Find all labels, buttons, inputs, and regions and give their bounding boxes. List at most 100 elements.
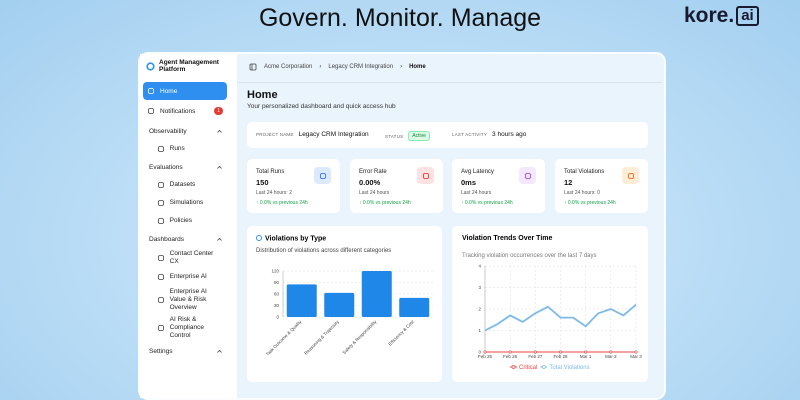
bar: [286, 284, 317, 317]
point: [483, 350, 487, 354]
section-label: Settings: [149, 347, 173, 355]
point: [634, 350, 638, 354]
section-heading[interactable]: Dashboards: [143, 230, 227, 248]
stat-card: Total Runs 150 Last 24 hours: 2 ↑ 0.0% vs p…: [247, 159, 340, 213]
stat-title: Error Rate: [359, 169, 387, 175]
bar-card: Violations by Type Distribution of violat…: [247, 226, 442, 382]
icon-shape: [319, 172, 326, 179]
icon: [158, 200, 164, 206]
sidebar-toggle[interactable]: [249, 63, 257, 71]
brand: Agent Management Platform: [146, 59, 231, 73]
legend-label: Critical: [519, 365, 537, 371]
chevron-shape: [217, 129, 222, 133]
x-tick-label: Safety & Responsibility: [341, 319, 378, 356]
y-tick-label: 120: [271, 269, 279, 274]
stat-value: 12: [564, 178, 573, 187]
brand-icon: [146, 61, 155, 71]
nav-label: AI Risk & Compliance Control: [169, 316, 204, 339]
field-value: Legacy CRM Integration: [298, 131, 369, 138]
series-line: [484, 304, 637, 332]
stat-change: ↑ 0.0% vs previous 24h: [461, 200, 513, 206]
stat-change: ↑ 0.0% vs previous 24h: [359, 200, 411, 206]
settings[interactable]: Settings: [143, 342, 227, 360]
crumb[interactable]: Acme Corporation: [264, 64, 313, 70]
stat-icon: [519, 167, 536, 184]
nav-item[interactable]: Contact Center CX: [143, 248, 227, 268]
y-tick-label: 0: [478, 350, 481, 355]
stat-change: ↑ 0.0% vs previous 24h: [256, 200, 308, 206]
stat-value: 0.00%: [359, 178, 381, 187]
icon: [158, 146, 164, 152]
y-tick-label: 4: [478, 264, 481, 269]
nav-item[interactable]: Datasets: [143, 176, 227, 194]
logo-badge: ai: [736, 6, 759, 26]
icon: [158, 297, 164, 303]
legend-dot: [511, 365, 516, 369]
section-heading[interactable]: Evaluations: [143, 158, 227, 176]
title-icon: [256, 235, 262, 241]
stat-icon: [417, 167, 434, 184]
x-tick-label: Efficiency & Cost: [387, 319, 415, 347]
project-bar: [247, 122, 648, 148]
stat-period: Last 24 hours: [461, 190, 492, 196]
icon-shape: [148, 108, 154, 114]
point: [508, 350, 512, 354]
icon: [148, 108, 154, 114]
field-label: PROJECT NAME: [256, 132, 294, 137]
point: [533, 350, 537, 354]
chevron-shape: [217, 237, 222, 241]
icon: [524, 172, 531, 179]
logo-text: kore.: [684, 4, 735, 27]
x-tick-label: Task Outcome & Quality: [265, 319, 303, 357]
line-chart: Violation Trends Over Time Tracking viola…: [462, 235, 642, 371]
stat-value: 0ms: [461, 178, 477, 187]
point: [558, 350, 563, 354]
x-tick-label: Feb 28: [553, 354, 568, 359]
section-label: Evaluations: [149, 163, 183, 171]
icon-shape: [627, 172, 634, 179]
icon-shape: [158, 218, 164, 224]
nav-label: Home: [160, 87, 178, 95]
nav-badge: 1: [214, 107, 223, 115]
bar-chart: Violations by Type Distribution of violat…: [256, 235, 433, 357]
stat-card: Avg Latency 0ms Last 24 hours ↑ 0.0% vs pre…: [452, 159, 545, 213]
crumb-sep: ›: [400, 64, 403, 70]
icon-shape: [158, 297, 164, 303]
icon-shape: [158, 200, 164, 206]
nav-label: Simulations: [169, 199, 204, 206]
icon: [319, 172, 326, 179]
chevron: [217, 237, 222, 241]
icon-shape: [422, 172, 429, 179]
chevron-shape: [217, 349, 222, 353]
crumb[interactable]: Legacy CRM Integration: [328, 64, 394, 70]
x-tick-label: Mar 1: [580, 354, 592, 359]
stat-period: Last 24 hours: [359, 190, 390, 196]
nav-label: Contact Center CX: [169, 250, 214, 265]
nav-item[interactable]: Enterprise AI: [143, 268, 227, 286]
icon: [148, 88, 154, 94]
chevron-shape: [217, 165, 222, 169]
nav-item[interactable]: Policies: [143, 212, 227, 230]
nav-item[interactable]: Notifications 1: [143, 102, 227, 120]
nav-item[interactable]: Runs: [143, 140, 227, 158]
icon: [158, 218, 164, 224]
nav: Home Notifications 1 Observability Runs Evalu…: [143, 82, 227, 360]
x-tick-label: Reasoning & Trajectory: [303, 319, 340, 356]
bar: [324, 292, 355, 317]
nav-item[interactable]: Enterprise AI Value & Risk Overview: [143, 286, 227, 314]
icon-shape: [158, 274, 164, 280]
nav-item[interactable]: AI Risk & Compliance Control: [143, 314, 227, 342]
nav-item[interactable]: Home: [143, 82, 227, 100]
icon-shape: [158, 182, 164, 188]
y-tick-label: 0: [276, 315, 279, 320]
project-field: LAST ACTIVITY 3 hours ago: [452, 131, 526, 138]
stat-title: Total Violations: [564, 169, 605, 175]
project-field: STATUS Active: [385, 131, 430, 141]
line-card: Violation Trends Over Time Tracking viola…: [452, 226, 648, 382]
x-tick-label: Mar 2: [605, 354, 617, 359]
crumb: Home: [409, 64, 426, 70]
nav-item[interactable]: Simulations: [143, 194, 227, 212]
stat-card: Error Rate 0.00% Last 24 hours ↑ 0.0% vs pr…: [350, 159, 443, 213]
icon-shape: [148, 88, 154, 94]
section-heading[interactable]: Observability: [143, 122, 227, 140]
